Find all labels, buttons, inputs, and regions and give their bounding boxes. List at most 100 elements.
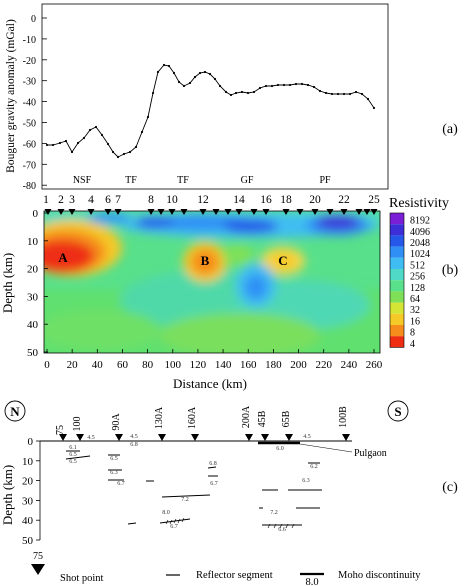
shot-point-markers (59, 434, 350, 441)
y-tick-label: 0 (31, 14, 36, 25)
reflector-segments (65, 450, 322, 526)
legend-reflector-label: Reflector segment (196, 570, 273, 581)
gravity-point (360, 92, 364, 96)
gravity-point (94, 125, 98, 129)
y-tick-label: -30 (23, 77, 36, 88)
anomaly-label-b: B (201, 253, 210, 268)
gravity-point (100, 133, 104, 137)
gravity-point (70, 150, 74, 154)
x-tick-label: 140 (215, 359, 232, 371)
gravity-point (312, 85, 316, 89)
south-marker (387, 400, 409, 422)
station-number: 14 (233, 194, 245, 206)
north-marker (4, 400, 26, 422)
station-number: 4 (88, 194, 94, 206)
station-number: 16 (260, 194, 272, 206)
shot-point-marker (342, 434, 350, 441)
reflector-segment (161, 494, 211, 498)
gravity-point (372, 106, 376, 110)
gravity-point (151, 91, 155, 95)
x-tick-label: 240 (341, 359, 358, 371)
legend-shot-point-icon (31, 564, 45, 575)
place-leader (299, 443, 353, 453)
legend-swatch (390, 336, 404, 348)
legend-value: 64 (410, 294, 420, 305)
reflector-segment (127, 522, 137, 525)
velocity-label: 4.5 (130, 434, 138, 440)
shot-label: 100B (338, 406, 349, 428)
station-marker (296, 209, 304, 215)
gravity-point (51, 143, 55, 147)
y-tick-label: -50 (23, 119, 36, 130)
gravity-point (58, 141, 62, 145)
panel-a-ylabel: Bouguer gravity anomaly (mGal) (5, 19, 17, 173)
velocity-label: 6.3 (110, 470, 118, 476)
velocity-label: 7.2 (270, 510, 278, 516)
legend-swatch (390, 213, 404, 225)
panel-label-a: (a) (442, 122, 458, 137)
velocity-label: 6.5 (110, 456, 118, 462)
gravity-point (182, 84, 186, 88)
shot-point-marker (59, 434, 67, 441)
station-marker (168, 209, 176, 215)
y-tick-label: 30 (22, 495, 34, 507)
station-marker (104, 209, 112, 215)
legend-value: 256 (410, 272, 425, 283)
shot-point-marker (245, 434, 253, 441)
y-tick-label: 0 (33, 208, 39, 220)
legend-swatch (390, 246, 404, 258)
gravity-point (116, 155, 120, 159)
legend-moho-label: Moho discontinuity (338, 570, 421, 581)
legend-value: 4 (410, 339, 415, 350)
station-number: 12 (197, 194, 209, 206)
zone-label-tf-2: TF (177, 175, 189, 186)
gravity-point (318, 89, 322, 93)
velocity-label: 8.0 (162, 510, 170, 516)
legend-frame (389, 212, 405, 348)
legend-value: 32 (410, 305, 420, 316)
gravity-point (324, 91, 328, 95)
panel-c-y-axis: 0 10 20 30 40 50 (22, 436, 40, 547)
gravity-point (258, 86, 262, 90)
station-number: 22 (338, 194, 350, 206)
velocity-label: 6.0 (276, 446, 284, 452)
station-number: 10 (166, 194, 178, 206)
station-number: 1 (43, 194, 49, 206)
station-number: 2 (58, 194, 64, 206)
gravity-point (336, 92, 340, 96)
shot-label: 100 (72, 417, 83, 432)
gravity-point (208, 72, 212, 76)
north-label: N (10, 404, 20, 419)
gravity-point (64, 139, 68, 143)
gravity-point (264, 84, 268, 88)
x-tick-label: 40 (92, 359, 104, 371)
shot-point-marker (158, 434, 166, 441)
station-marker (370, 209, 378, 215)
velocity-label: 6.3 (302, 478, 310, 484)
x-tick-label: 160 (240, 359, 257, 371)
station-marker (250, 209, 258, 215)
station-marker (282, 209, 290, 215)
panel-b-ylabel: Depth (km) (0, 253, 15, 313)
moho-hatch (285, 523, 289, 529)
velocity-label: 6.7 (117, 481, 125, 487)
gravity-point (300, 82, 304, 86)
x-tick-label: 260 (366, 359, 383, 371)
station-numbers: 1 2 3 4 6 7 8 10 12 14 16 18 20 22 25 (43, 194, 380, 206)
moho-hatch (169, 519, 173, 525)
gravity-point (193, 75, 197, 79)
moho-hatch (177, 518, 181, 524)
y-tick-label: -20 (23, 56, 36, 67)
station-marker (57, 209, 65, 215)
legend-moho-value: 8.0 (305, 577, 318, 586)
shot-point-marker (191, 434, 199, 441)
panel-label-c: (c) (442, 480, 458, 495)
shot-point-marker (285, 434, 293, 441)
panel-b-frame (43, 210, 381, 354)
gravity-point (276, 83, 280, 87)
shot-label: 65B (281, 410, 292, 427)
shot-label: 90A (111, 413, 122, 431)
gravity-point (218, 84, 222, 88)
gravity-point (270, 84, 274, 88)
shot-label: 45B (257, 410, 268, 427)
